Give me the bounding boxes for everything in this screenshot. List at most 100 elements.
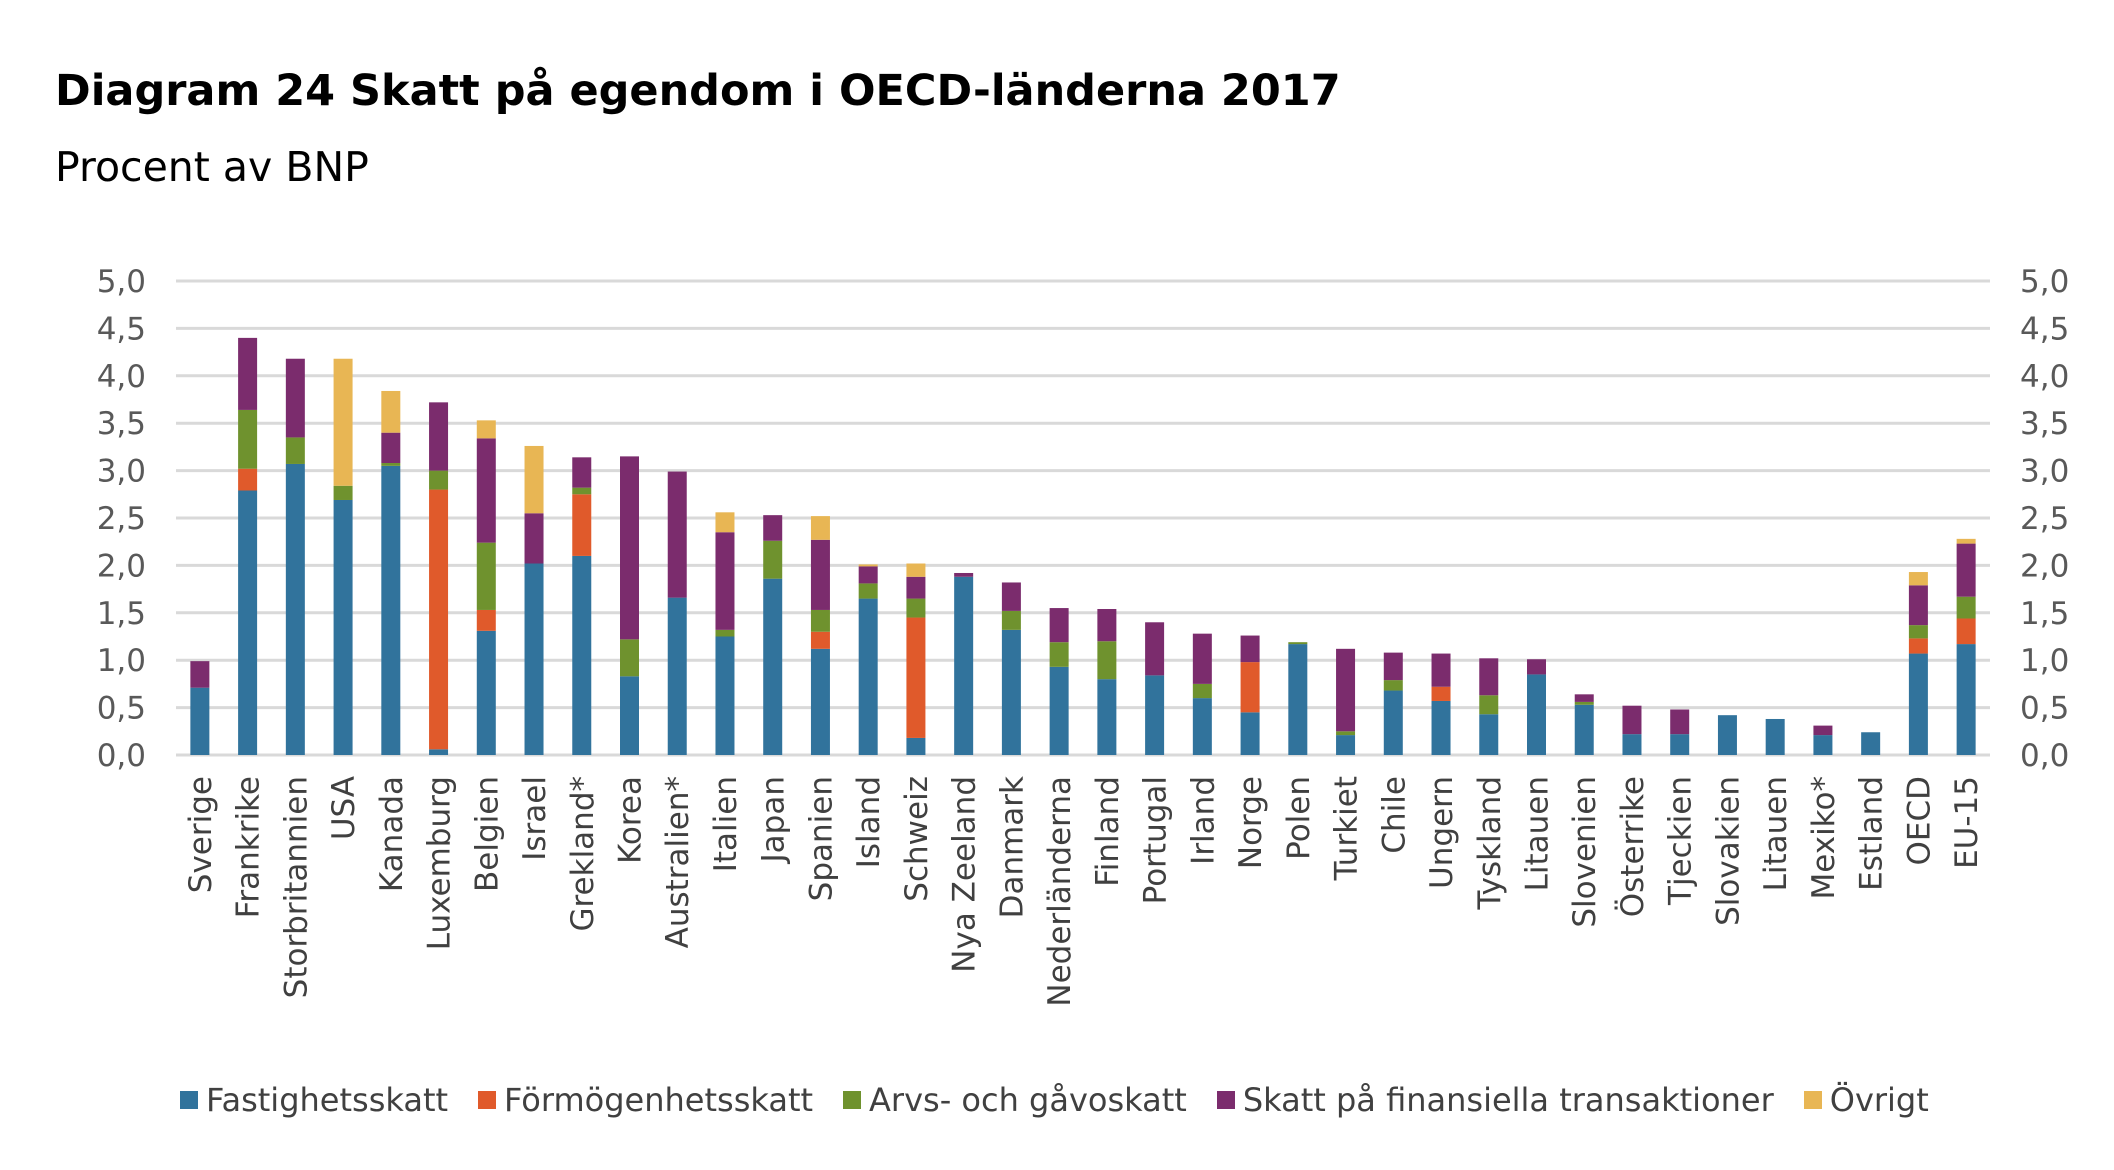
bar-segment xyxy=(858,598,878,755)
bar-segment xyxy=(1670,709,1690,735)
x-tick-label: Italien xyxy=(708,776,744,872)
bar-segment xyxy=(381,390,401,433)
bar-segment xyxy=(190,661,210,688)
bar-segment xyxy=(572,457,592,488)
bar-segment xyxy=(1431,700,1451,755)
y-tick-label-right: 3,5 xyxy=(2020,406,2069,442)
bar-segment xyxy=(1097,609,1117,642)
bar-segment xyxy=(476,420,496,439)
bar-segment xyxy=(858,566,878,584)
bar-segment xyxy=(1383,680,1403,691)
bar-segment xyxy=(1956,644,1976,755)
bar-segment xyxy=(1192,698,1212,755)
legend-swatch xyxy=(180,1091,198,1109)
bar-segment xyxy=(524,563,544,755)
x-tick-label: Österrike xyxy=(1614,776,1651,917)
x-tick-label: Danmark xyxy=(994,776,1030,918)
bar-segment xyxy=(1908,572,1928,586)
legend-item: Förmögenhetsskatt xyxy=(478,1081,813,1119)
bar-segment xyxy=(1908,625,1928,639)
bar-segment xyxy=(1049,608,1069,643)
y-tick-label-right: 1,5 xyxy=(2020,596,2069,632)
y-tick-label-left: 4,5 xyxy=(97,311,146,347)
bar-segment xyxy=(1670,734,1690,755)
y-axis-right: 0,0 0,5 1,0 1,5 2,0 2,5 3,0 3,5 4,0 4,5 5,0 xyxy=(2020,264,2069,774)
bar-segment xyxy=(1097,679,1117,755)
x-tick-label: Finland xyxy=(1090,776,1126,887)
y-tick-label-right: 0,5 xyxy=(2020,691,2069,727)
x-tick-label: Litauen xyxy=(1520,776,1556,891)
y-tick-label-right: 5,0 xyxy=(2020,264,2069,300)
bar-segment xyxy=(1049,666,1069,755)
y-tick-label-left: 1,5 xyxy=(97,596,146,632)
bar-segment xyxy=(810,631,830,649)
y-tick-label-left: 3,0 xyxy=(97,454,146,490)
y-tick-label-right: 0,0 xyxy=(2020,738,2069,774)
legend-item: Arvs- och gåvoskatt xyxy=(843,1081,1187,1119)
bar-segment xyxy=(715,532,735,630)
x-tick-label: OECD xyxy=(1901,776,1937,866)
x-tick-label: Schweiz xyxy=(899,776,935,902)
bar-segment xyxy=(381,465,401,755)
bar-segment xyxy=(1908,653,1928,755)
y-tick-label-right: 4,0 xyxy=(2020,359,2069,395)
bar-segment xyxy=(1861,732,1881,755)
x-tick-label: Grekland* xyxy=(565,776,601,932)
bar-segment xyxy=(620,456,639,640)
bar-segment xyxy=(763,515,783,541)
x-tick-label: Luxemburg xyxy=(422,776,458,950)
legend-swatch xyxy=(1216,1091,1235,1109)
bar-segment xyxy=(1240,635,1260,663)
bar-segment xyxy=(1240,712,1260,755)
x-tick-label: Storbritannien xyxy=(278,776,314,998)
bar-segment xyxy=(381,463,401,466)
y-tick-label-right: 3,0 xyxy=(2020,454,2069,490)
bar-segment xyxy=(1431,686,1451,701)
legend-item: Övrigt xyxy=(1803,1081,1929,1119)
bar-segment xyxy=(285,463,305,755)
bar-segment xyxy=(1622,734,1642,755)
bar-segment xyxy=(858,583,878,599)
y-tick-label-left: 2,5 xyxy=(97,501,146,537)
bar-segment xyxy=(238,490,258,755)
bar-segment xyxy=(1479,714,1499,755)
x-tick-label: Chile xyxy=(1376,776,1412,854)
y-tick-label-left: 4,0 xyxy=(97,359,146,395)
x-tick-label: Turkiet xyxy=(1329,776,1365,881)
bar-segment xyxy=(1192,633,1212,684)
bar-segment xyxy=(1765,718,1785,755)
bar-segment xyxy=(1717,715,1737,755)
bar-segment xyxy=(1001,629,1021,755)
y-tick-label-right: 2,0 xyxy=(2020,548,2069,584)
y-tick-label-left: 3,5 xyxy=(97,406,146,442)
bar-segment xyxy=(1813,725,1833,736)
y-tick-label-left: 1,0 xyxy=(97,643,146,679)
x-tick-label: Kanada xyxy=(374,776,410,892)
x-tick-label: Nederländerna xyxy=(1042,776,1078,1007)
y-tick-label-left: 0,5 xyxy=(97,691,146,727)
legend: Fastighetsskatt Förmögenhetsskatt Arvs- oc… xyxy=(180,1080,1929,1120)
legend-label: Förmögenhetsskatt xyxy=(504,1081,814,1119)
gridlines xyxy=(176,279,1990,757)
bar-segment xyxy=(1527,659,1546,675)
bar-segment xyxy=(1097,641,1117,680)
x-axis-labels: Sverige Frankrike Storbritannien USA Kanada L… xyxy=(183,776,1985,1007)
bar-segment xyxy=(715,629,735,637)
x-tick-label: Polen xyxy=(1281,776,1317,860)
chart-title: Diagram 24 Skatt på egendom i OECD-lände… xyxy=(55,66,1341,116)
bar-segment xyxy=(429,489,449,750)
bar-segment xyxy=(1288,642,1308,645)
y-tick-label-right: 1,0 xyxy=(2020,643,2069,679)
bar-segment xyxy=(954,576,974,755)
legend-label: Övrigt xyxy=(1829,1081,1929,1119)
bar-segment xyxy=(1908,585,1928,626)
x-tick-label: Slovenien xyxy=(1567,776,1603,928)
x-tick-label: Estland xyxy=(1854,776,1890,891)
bar-segment xyxy=(1240,662,1260,713)
x-tick-label: EU-15 xyxy=(1949,776,1985,869)
bar-segment xyxy=(238,409,258,469)
bar-segment xyxy=(1049,642,1069,667)
bar-segment xyxy=(1956,543,1976,597)
bar-segment xyxy=(620,676,639,755)
